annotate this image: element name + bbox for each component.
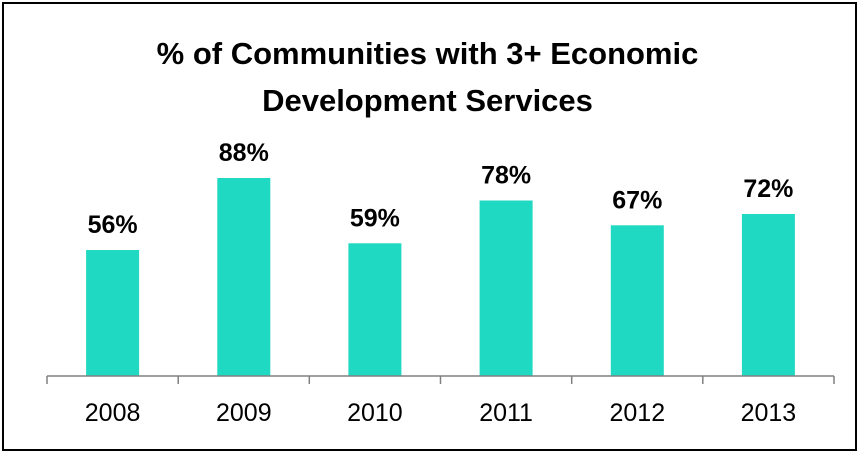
x-tick-label-2009: 2009 xyxy=(216,399,272,427)
bar-2009 xyxy=(217,178,270,376)
bar-2012 xyxy=(611,225,664,376)
x-tick-label-2012: 2012 xyxy=(609,399,665,427)
data-label-2008: 56% xyxy=(88,211,138,239)
x-axis xyxy=(47,376,834,384)
x-tick-labels-layer: 2008 2009 2010 2011 2012 2013 xyxy=(85,399,796,427)
data-label-2009: 88% xyxy=(219,139,269,167)
bar-2011 xyxy=(480,201,533,377)
x-tick-label-2011: 2011 xyxy=(479,399,533,427)
bar-2013 xyxy=(742,214,795,376)
data-label-2012: 67% xyxy=(612,186,662,214)
data-labels-layer: 56% 88% 59% 78% 67% 72% xyxy=(88,139,794,239)
data-label-2013: 72% xyxy=(743,175,793,203)
x-tick-label-2010: 2010 xyxy=(347,399,403,427)
x-tick-label-2013: 2013 xyxy=(741,399,797,427)
bar-2008 xyxy=(86,250,139,376)
bars-layer xyxy=(86,178,795,376)
x-tick-label-2008: 2008 xyxy=(85,399,141,427)
data-label-2011: 78% xyxy=(481,162,531,190)
bar-2010 xyxy=(348,243,401,376)
data-label-2010: 59% xyxy=(350,204,400,232)
